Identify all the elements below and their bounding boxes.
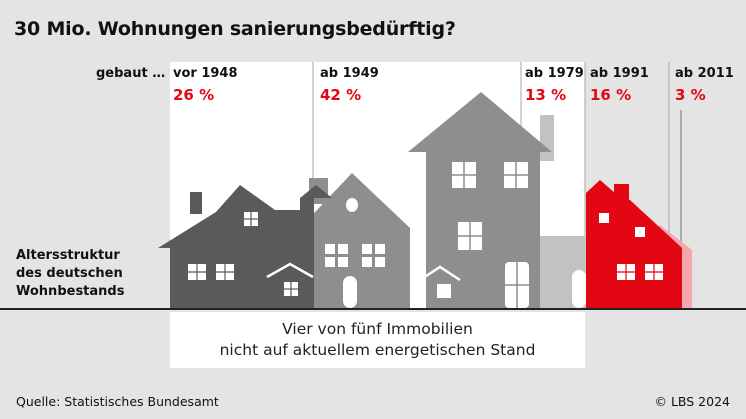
data-label: 16 % xyxy=(590,86,632,104)
data-label: 13 % xyxy=(525,86,567,104)
data-label: 26 % xyxy=(173,86,215,104)
category-axis-label: gebaut … xyxy=(96,66,166,81)
summary-note-line-1: Vier von fünf Immobilien xyxy=(282,320,473,338)
data-label: 42 % xyxy=(320,86,362,104)
value-axis-label-line-1: Altersstruktur xyxy=(16,248,120,263)
category-label: vor 1948 xyxy=(173,66,238,81)
value-axis-label-line-2: des deutschen xyxy=(16,266,123,281)
category-label: ab 2011 xyxy=(675,66,734,81)
source-credit: Quelle: Statistisches Bundesamt xyxy=(16,394,219,409)
data-label: 3 % xyxy=(675,86,706,104)
category-label: ab 1979 xyxy=(525,66,584,81)
house-ab-1949 xyxy=(300,92,552,308)
page-title: 30 Mio. Wohnungen sanierungsbedürftig? xyxy=(14,18,456,40)
house-vor-1948 xyxy=(158,185,332,308)
value-axis-label-line-3: Wohnbestands xyxy=(16,284,125,299)
summary-note-line-2: nicht auf aktuellem energetischen Stand xyxy=(219,341,536,359)
category-label: ab 1991 xyxy=(590,66,649,81)
category-label: ab 1949 xyxy=(320,66,379,81)
house-ab-1991 xyxy=(586,180,682,308)
copyright: © LBS 2024 xyxy=(654,394,730,409)
summary-note: Vier von fünf Immobilien nicht auf aktue… xyxy=(170,312,585,368)
